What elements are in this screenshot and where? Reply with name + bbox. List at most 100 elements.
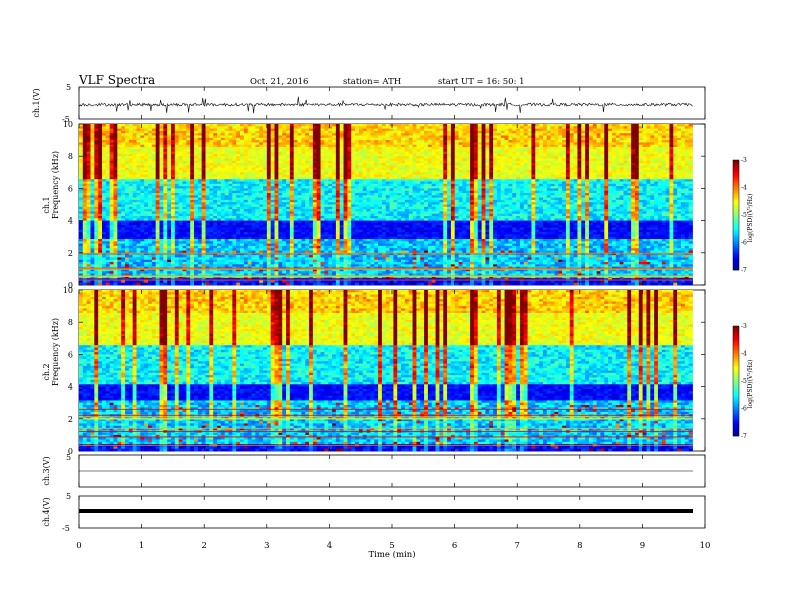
spectrogram-cell [113,153,118,157]
spectrogram-cell [297,144,302,148]
spectrogram-cell [286,135,291,139]
spectrogram-cell [240,193,245,196]
spectrogram-cell [255,130,260,134]
spectrogram-cell [136,156,141,159]
spectrogram-cell [174,206,180,210]
spectrogram-cell [136,167,141,171]
spectrogram-cell [151,128,157,132]
spectrogram-cell [102,239,107,242]
spectrogram-cell [197,204,203,208]
spectrogram-cell [132,165,137,169]
spectrogram-cell [270,197,275,201]
spectrogram-cell [201,158,206,162]
spectrogram-cell [266,179,272,182]
spectrogram-cell [186,239,191,242]
spectrogram-cell [151,183,157,187]
spectrogram-cell [125,151,130,155]
spectrogram-cell [159,222,164,226]
spectrogram-cell [186,250,191,254]
spectrogram-cell [82,250,88,254]
spectrogram-cell [309,156,314,159]
spectrogram-cell [232,241,237,244]
spectrogram-cell [282,280,287,284]
spectrogram-cell [155,259,160,263]
spectrogram-cell [251,179,256,182]
spectrogram-cell [301,160,306,164]
spectrogram-cell [205,163,210,166]
spectrogram-cell [94,206,99,210]
spectrogram-cell [343,158,348,162]
spectrogram-cell [125,179,130,182]
spectrogram-cell [155,209,160,212]
spectrogram-cell [132,225,137,228]
spectrogram-cell [301,140,306,143]
spectrogram-cell [328,199,333,203]
spectrogram-cell [174,264,180,267]
spectrogram-cell [320,202,325,205]
spectrogram-cell [339,197,344,201]
spectrogram-cell [266,241,272,244]
spectrogram-cell [335,135,341,139]
spectrogram-cell [266,163,272,166]
spectrogram-cell [316,135,321,139]
spectrogram-cell [105,243,111,247]
spectrogram-cell [278,165,283,169]
spectrogram-cell [312,183,318,187]
spectrogram-cell [136,176,141,180]
spectrogram-cell [102,186,107,189]
spectrogram-cell [159,282,164,286]
spectrogram-cell [335,137,341,141]
spectrogram-cell [332,248,337,251]
spectrogram-cell [282,144,287,148]
spectrogram-cell [209,243,214,247]
spectrogram-cell [217,282,222,286]
spectrogram-cell [297,239,302,242]
spectrogram-cell [205,179,210,182]
spectrogram-cell [224,149,229,152]
spectrogram-cell [113,197,118,201]
spectrogram-cell [194,163,199,166]
spectrogram-cell [232,234,237,238]
spectrogram-cell [278,257,283,261]
spectrogram-cell [82,126,88,129]
spectrogram-cell [194,227,199,231]
spectrogram-cell [151,140,157,143]
spectrogram-cell [301,153,306,157]
spectrogram-cell [86,140,91,143]
spectrogram-cell [339,142,344,146]
spectrogram-cell [263,167,268,171]
spectrogram-cell [190,179,195,182]
spectrogram-cell [102,234,107,238]
spectrogram-cell [117,255,122,258]
spectrogram-cell [255,167,260,171]
spectrogram-cell [155,181,160,185]
spectrogram-cell [220,216,226,219]
spectrogram-cell [174,199,180,203]
spectrogram-cell [282,133,287,136]
spectrogram-cell [171,218,176,221]
spectrogram-cell [94,149,99,152]
spectrogram-cell [328,147,333,150]
spectrogram-cell [148,128,153,132]
spectrogram-cell [259,128,264,132]
spectrogram-cell [228,243,233,247]
spectrogram-cell [255,236,260,240]
spectrogram-cell [163,156,168,159]
spectrogram-cell [339,153,344,157]
spectrogram-cell [236,181,241,185]
spectrogram-cell [182,172,187,175]
spectrogram-cell [190,135,195,139]
spectrogram-cell [332,172,337,175]
spectrogram-cell [186,149,191,152]
spectrogram-cell [224,133,229,136]
spectrogram-cell [332,255,337,258]
spectrogram-cell [201,130,206,134]
spectrogram-cell [90,234,95,238]
spectrogram-cell [190,243,195,247]
spectrogram-cell [255,163,260,166]
spectrogram-cell [128,181,134,185]
spectrogram-cell [136,190,141,194]
spectrogram-cell [309,174,314,178]
spectrogram-cell [151,158,157,162]
spectrogram-cell [270,195,275,198]
